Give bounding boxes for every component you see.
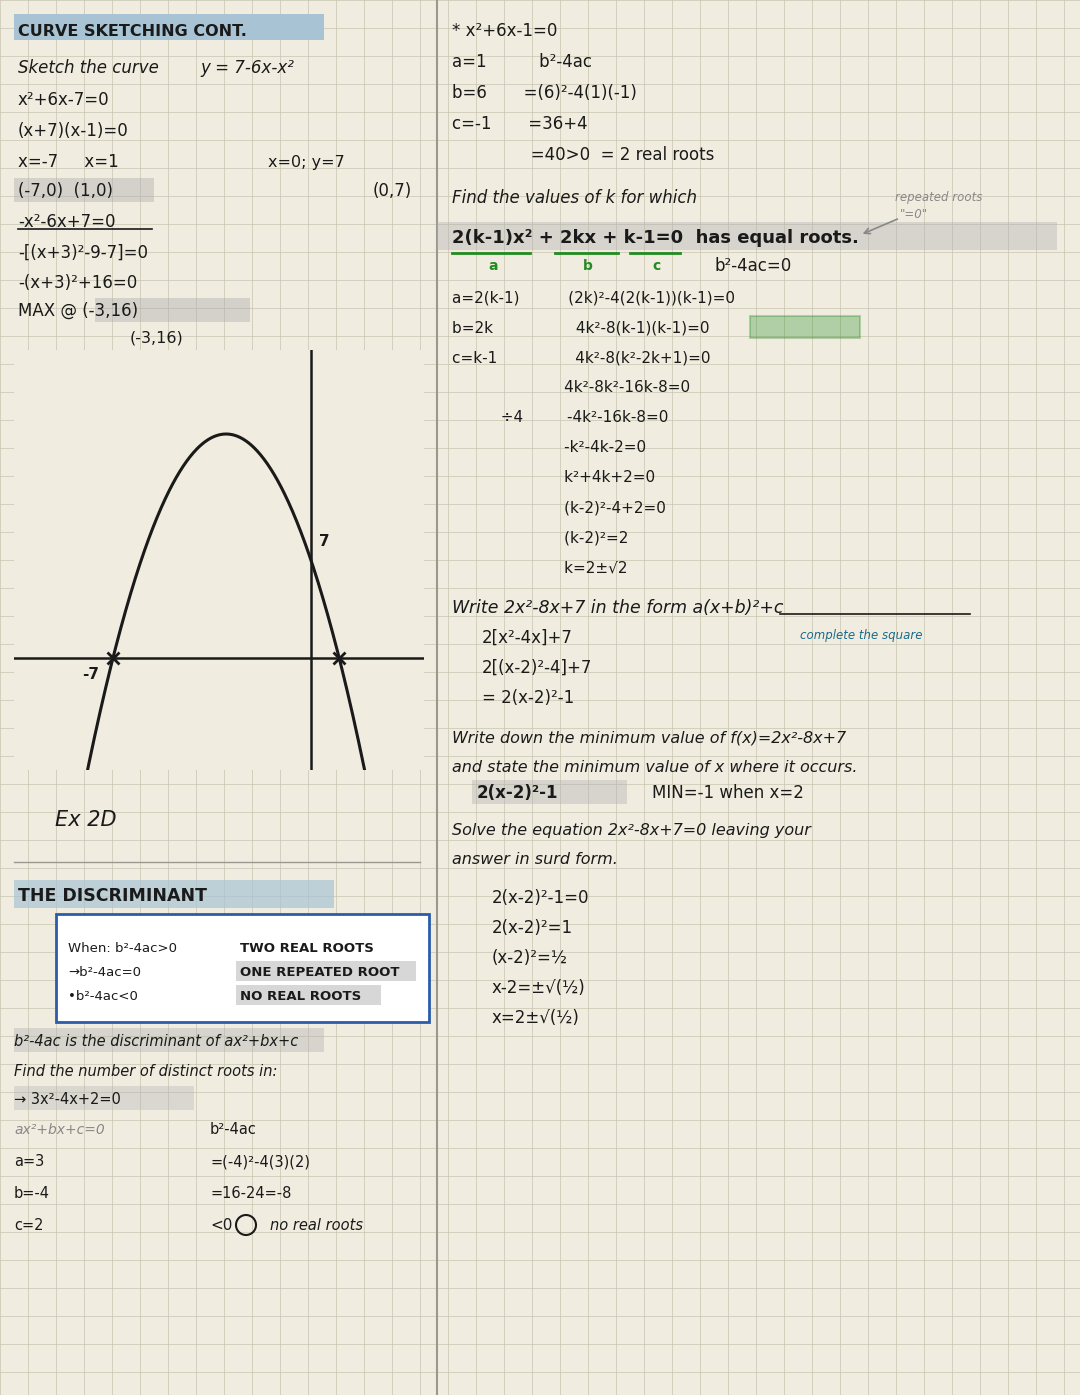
Text: 2(x-2)²=1: 2(x-2)²=1 (492, 919, 573, 937)
Text: ax²+bx+c=0: ax²+bx+c=0 (14, 1123, 105, 1137)
Text: (x-2)²=½: (x-2)²=½ (492, 949, 568, 967)
Text: CURVE SKETCHING CONT.: CURVE SKETCHING CONT. (18, 24, 247, 39)
Text: ÷4         -4k²-16k-8=0: ÷4 -4k²-16k-8=0 (453, 410, 669, 425)
Text: x²+6x-7=0: x²+6x-7=0 (18, 91, 110, 109)
Text: Find the number of distinct roots in:: Find the number of distinct roots in: (14, 1064, 278, 1080)
Text: Find the values of k for which: Find the values of k for which (453, 188, 697, 206)
Text: a=1          b²-4ac: a=1 b²-4ac (453, 53, 592, 71)
Text: (x+7)(x-1)=0: (x+7)(x-1)=0 (18, 121, 129, 140)
Text: b²-4ac=0: b²-4ac=0 (715, 257, 793, 275)
FancyBboxPatch shape (56, 914, 429, 1023)
Text: Sketch the curve: Sketch the curve (18, 59, 159, 77)
Text: =40>0  = 2 real roots: =40>0 = 2 real roots (453, 146, 714, 165)
Text: -(x+3)²+16=0: -(x+3)²+16=0 (18, 273, 137, 292)
Text: =16-24=-8: =16-24=-8 (210, 1186, 292, 1201)
Text: a=2(k-1)          (2k)²-4(2(k-1))(k-1)=0: a=2(k-1) (2k)²-4(2(k-1))(k-1)=0 (453, 290, 735, 306)
FancyBboxPatch shape (14, 880, 334, 908)
Text: •b²-4ac<0: •b²-4ac<0 (68, 990, 138, 1003)
Text: -7: -7 (82, 667, 99, 682)
Text: c=2: c=2 (14, 1218, 43, 1233)
Text: k²+4k+2=0: k²+4k+2=0 (453, 470, 656, 485)
Text: MIN=-1 when x=2: MIN=-1 when x=2 (652, 784, 804, 802)
Text: b²-4ac: b²-4ac (210, 1123, 257, 1137)
Text: no real roots: no real roots (270, 1218, 363, 1233)
Text: TWO REAL ROOTS: TWO REAL ROOTS (240, 942, 374, 954)
Text: (0,7): (0,7) (373, 181, 413, 199)
Text: 4k²-8k²-16k-8=0: 4k²-8k²-16k-8=0 (453, 381, 690, 396)
FancyBboxPatch shape (14, 14, 324, 40)
Text: 2[(x-2)²-4]+7: 2[(x-2)²-4]+7 (482, 658, 592, 677)
Text: x=2±√(½): x=2±√(½) (492, 1009, 580, 1027)
Text: (k-2)²=2: (k-2)²=2 (453, 530, 629, 545)
Text: 2[x²-4x]+7: 2[x²-4x]+7 (482, 629, 572, 647)
Text: b=2k                 4k²-8(k-1)(k-1)=0: b=2k 4k²-8(k-1)(k-1)=0 (453, 321, 710, 336)
Text: a: a (488, 259, 498, 273)
Text: * x²+6x-1=0: * x²+6x-1=0 (453, 22, 557, 40)
Text: 2(k-1)x² + 2kx + k-1=0  has equal roots.: 2(k-1)x² + 2kx + k-1=0 has equal roots. (453, 229, 859, 247)
Text: repeated roots: repeated roots (895, 191, 983, 205)
Text: =(-4)²-4(3)(2): =(-4)²-4(3)(2) (210, 1155, 310, 1169)
Text: b=-4: b=-4 (14, 1186, 50, 1201)
FancyBboxPatch shape (14, 1028, 324, 1052)
Text: 2(x-2)²-1=0: 2(x-2)²-1=0 (492, 889, 590, 907)
FancyBboxPatch shape (237, 961, 416, 981)
Text: c=-1       =36+4: c=-1 =36+4 (453, 114, 588, 133)
Text: k=2±√2: k=2±√2 (453, 561, 627, 576)
Text: →b²-4ac=0: →b²-4ac=0 (68, 965, 141, 978)
Text: c: c (652, 259, 660, 273)
Text: Write down the minimum value of f(x)=2x²-8x+7: Write down the minimum value of f(x)=2x²… (453, 731, 846, 745)
Text: THE DISCRIMINANT: THE DISCRIMINANT (18, 887, 207, 905)
FancyBboxPatch shape (95, 299, 249, 322)
FancyBboxPatch shape (472, 780, 627, 804)
Text: 2(x-2)²-1: 2(x-2)²-1 (477, 784, 558, 802)
Text: NO REAL ROOTS: NO REAL ROOTS (240, 990, 361, 1003)
Text: a=3: a=3 (14, 1155, 44, 1169)
Text: <0: <0 (210, 1218, 232, 1233)
Text: = 2(x-2)²-1: = 2(x-2)²-1 (482, 689, 575, 707)
Text: and state the minimum value of x where it occurs.: and state the minimum value of x where i… (453, 760, 858, 776)
Text: When: b²-4ac>0: When: b²-4ac>0 (68, 942, 177, 954)
Text: Solve the equation 2x²-8x+7=0 leaving your: Solve the equation 2x²-8x+7=0 leaving yo… (453, 823, 811, 837)
Text: (-3,16): (-3,16) (130, 331, 184, 346)
Text: answer in surd form.: answer in surd form. (453, 852, 618, 868)
Text: x-2=±√(½): x-2=±√(½) (492, 979, 585, 997)
Text: -x²-6x+7=0: -x²-6x+7=0 (18, 213, 116, 232)
Text: MAX @ (-3,16): MAX @ (-3,16) (18, 301, 138, 319)
Text: x=0; y=7: x=0; y=7 (268, 155, 345, 170)
Text: (k-2)²-4+2=0: (k-2)²-4+2=0 (453, 501, 666, 516)
FancyBboxPatch shape (437, 222, 1057, 250)
Text: c=k-1                4k²-8(k²-2k+1)=0: c=k-1 4k²-8(k²-2k+1)=0 (453, 350, 711, 365)
Text: -[(x+3)²-9-7]=0: -[(x+3)²-9-7]=0 (18, 244, 148, 262)
Text: ONE REPEATED ROOT: ONE REPEATED ROOT (240, 965, 400, 978)
Text: Ex 2D: Ex 2D (55, 810, 117, 830)
Text: b=6       =(6)²-4(1)(-1): b=6 =(6)²-4(1)(-1) (453, 84, 637, 102)
Text: complete the square: complete the square (800, 629, 922, 642)
Text: b: b (583, 259, 593, 273)
Text: "=0": "=0" (900, 208, 928, 222)
Text: y = 7-6x-x²: y = 7-6x-x² (200, 59, 294, 77)
Text: -k²-4k-2=0: -k²-4k-2=0 (453, 441, 646, 456)
FancyBboxPatch shape (14, 1085, 194, 1110)
FancyBboxPatch shape (237, 985, 381, 1004)
FancyBboxPatch shape (750, 317, 860, 338)
Text: (-7,0)  (1,0): (-7,0) (1,0) (18, 181, 113, 199)
Text: 7: 7 (320, 534, 330, 550)
Text: → 3x²-4x+2=0: → 3x²-4x+2=0 (14, 1091, 121, 1106)
FancyBboxPatch shape (14, 179, 154, 202)
Text: x=-7     x=1: x=-7 x=1 (18, 153, 119, 172)
Text: b²-4ac is the discriminant of ax²+bx+c: b²-4ac is the discriminant of ax²+bx+c (14, 1034, 298, 1049)
Text: Write 2x²-8x+7 in the form a(x+b)²+c: Write 2x²-8x+7 in the form a(x+b)²+c (453, 598, 783, 617)
